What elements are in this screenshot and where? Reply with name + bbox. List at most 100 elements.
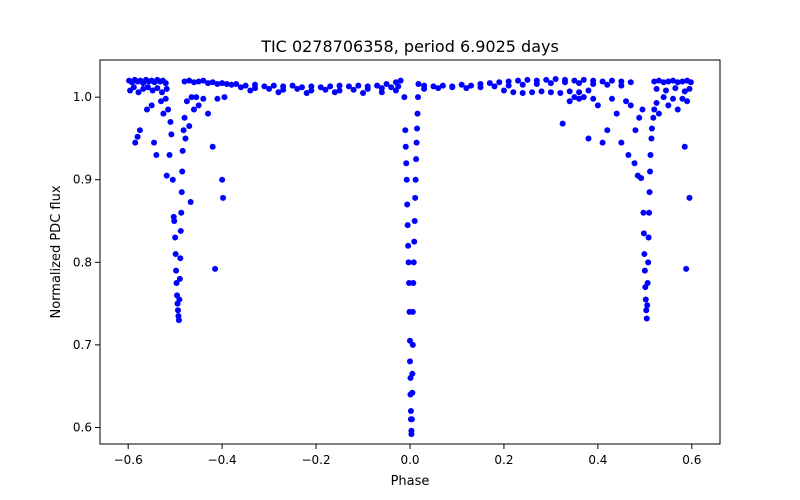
data-point [135, 89, 142, 96]
data-point [280, 86, 287, 93]
data-point [670, 77, 677, 84]
data-point [644, 279, 651, 286]
data-point [174, 307, 181, 314]
data-point [221, 94, 228, 101]
data-point [653, 99, 660, 106]
data-point [144, 84, 151, 91]
data-point [136, 127, 143, 134]
data-point [143, 106, 150, 113]
data-point [449, 84, 456, 91]
data-point [303, 90, 310, 97]
data-point [173, 267, 180, 274]
data-point [360, 90, 367, 97]
data-points [126, 75, 694, 438]
data-point [219, 176, 226, 183]
data-point [193, 94, 200, 101]
data-point [233, 80, 240, 87]
data-point [405, 242, 412, 249]
data-point [413, 156, 420, 163]
data-point [686, 194, 693, 201]
data-point [209, 79, 216, 86]
data-point [186, 123, 193, 130]
x-tick-label: 0.0 [400, 453, 419, 467]
data-point [641, 251, 648, 258]
data-point [175, 317, 182, 324]
x-tick-label: −0.4 [208, 453, 237, 467]
data-point [172, 251, 179, 258]
data-point [662, 87, 669, 94]
data-point [171, 218, 178, 225]
data-point [162, 80, 169, 87]
data-point [134, 133, 141, 140]
data-point [413, 139, 420, 146]
data-point [648, 125, 655, 132]
data-point [643, 307, 650, 314]
data-point [173, 279, 180, 286]
data-point [647, 151, 654, 158]
data-point [237, 84, 244, 91]
data-point [636, 114, 643, 121]
data-point [679, 95, 686, 102]
data-point [163, 172, 170, 179]
data-point [533, 80, 540, 87]
x-tick-label: 0.2 [494, 453, 513, 467]
data-point [270, 82, 277, 89]
data-point [524, 76, 531, 83]
data-point [660, 94, 667, 101]
data-point [683, 265, 690, 272]
data-point [651, 78, 658, 85]
y-tick-label: 0.9 [73, 173, 92, 187]
data-point [392, 87, 399, 94]
x-tick-label: −0.2 [301, 453, 330, 467]
data-point [505, 82, 512, 89]
data-point [364, 85, 371, 92]
data-point [625, 151, 632, 158]
data-point [653, 85, 660, 92]
data-point [674, 106, 681, 113]
data-point [638, 175, 645, 182]
data-point [412, 176, 419, 183]
data-point [190, 79, 197, 86]
data-point [491, 83, 498, 90]
data-point [580, 94, 587, 101]
data-point [403, 176, 410, 183]
data-point [172, 234, 179, 241]
data-point [409, 341, 416, 348]
data-point [681, 88, 688, 95]
data-point [275, 89, 282, 96]
data-point [430, 83, 437, 90]
data-point [404, 222, 411, 229]
data-point [414, 94, 421, 101]
data-point [188, 94, 195, 101]
data-point [209, 143, 216, 150]
data-point [140, 85, 147, 92]
data-point [571, 94, 578, 101]
data-point [618, 139, 625, 146]
data-point [618, 82, 625, 89]
data-point [665, 102, 672, 109]
data-point [397, 77, 404, 84]
data-point [187, 199, 194, 206]
data-point [331, 89, 338, 96]
data-point [672, 85, 679, 92]
data-point [594, 102, 601, 109]
data-point [477, 84, 484, 91]
data-point [642, 296, 649, 303]
data-point [576, 80, 583, 87]
data-point [168, 131, 175, 138]
data-point [687, 79, 694, 86]
data-point [336, 87, 343, 94]
data-point [378, 89, 385, 96]
data-point [294, 85, 301, 92]
data-point [665, 78, 672, 85]
data-point [176, 296, 183, 303]
data-point [403, 160, 410, 167]
data-point [407, 407, 414, 414]
data-point [298, 84, 305, 91]
x-tick-label: 0.4 [588, 453, 607, 467]
data-point [406, 279, 413, 286]
data-point [378, 85, 385, 92]
data-point [585, 87, 592, 94]
data-point [322, 86, 329, 93]
data-point [604, 127, 611, 134]
